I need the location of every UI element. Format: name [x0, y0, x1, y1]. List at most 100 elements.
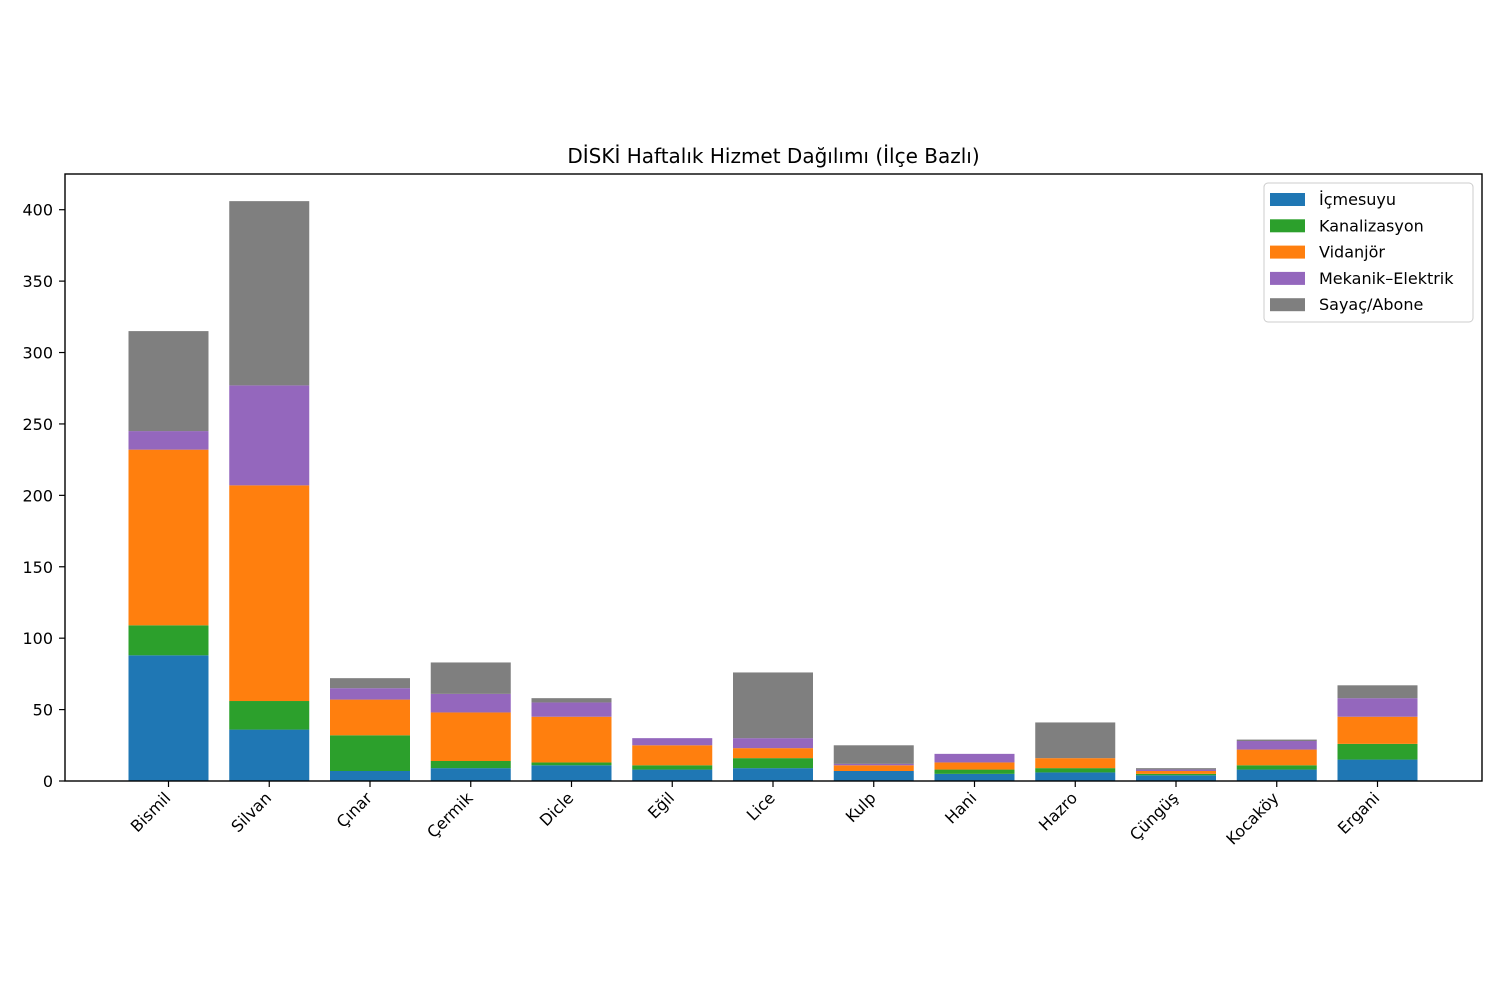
bar-3-2 [430, 712, 511, 762]
legend-label-2: Vidanjör [1319, 243, 1385, 262]
bar-0-2 [128, 449, 209, 626]
bar-12-4 [1337, 685, 1418, 699]
bar-11-2 [1236, 749, 1317, 766]
x-axis: Bismil Silvan Çınar Çermik Dicle Eğil Lice Kulp… [127, 781, 1383, 849]
bar-2-3 [330, 688, 410, 700]
y-tick-label-2: 100 [22, 629, 53, 648]
bar-2-2 [330, 699, 410, 736]
bar-8-1 [934, 769, 1015, 774]
y-tick-label-1: 50 [33, 701, 53, 720]
bar-9-4 [1035, 722, 1116, 759]
y-tick-label-3: 150 [22, 558, 53, 577]
bar-2-1 [330, 735, 410, 772]
bar-4-2 [531, 716, 612, 763]
bar-10-0 [1136, 775, 1216, 781]
bar-11-4 [1236, 739, 1317, 742]
legend-label-3: Mekanik–Elektrik [1319, 269, 1454, 288]
x-tick-label-1: Silvan [227, 788, 275, 836]
legend-label-0: İçmesuyu [1319, 190, 1396, 209]
chart-title: DİSKİ Haftalık Hizmet Dağılımı (İlçe Baz… [567, 144, 979, 168]
plot-area [64, 173, 1483, 782]
legend-swatch-1 [1270, 219, 1305, 233]
bar-0-1 [128, 625, 209, 656]
y-tick-label-0: 0 [43, 772, 53, 791]
bar-11-0 [1236, 769, 1317, 781]
bar-8-2 [934, 762, 1015, 770]
y-tick-label-4: 200 [22, 486, 53, 505]
bar-3-1 [430, 761, 511, 769]
bar-4-4 [531, 698, 612, 703]
legend-swatch-0 [1270, 193, 1305, 206]
x-tick-label-6: Lice [743, 788, 779, 824]
bar-12-2 [1337, 716, 1418, 744]
x-tick-label-2: Çınar [333, 788, 377, 832]
legend-label-4: Sayaç/Abone [1319, 295, 1423, 314]
bar-7-4 [833, 745, 914, 764]
x-tick-label-12: Ergani [1334, 788, 1383, 837]
y-axis: 0 50 100 150 200 250 300 350 400 [22, 201, 65, 791]
bar-0-0 [128, 655, 209, 781]
bar-10-1 [1136, 773, 1216, 776]
x-tick-label-3: Çermik [423, 788, 477, 842]
bar-3-4 [430, 662, 511, 694]
x-tick-label-9: Hazro [1035, 788, 1081, 834]
legend-box [1263, 182, 1474, 323]
bar-1-4 [229, 201, 310, 386]
y-tick-label-6: 300 [22, 344, 53, 363]
y-tick-label-7: 350 [22, 272, 53, 291]
bar-1-0 [229, 729, 310, 781]
y-tick-label-8: 400 [22, 201, 53, 220]
bar-10-4 [1136, 768, 1216, 770]
x-tick-label-5: Eğil [644, 788, 678, 822]
bar-1-2 [229, 485, 310, 702]
bar-12-3 [1337, 698, 1418, 717]
bar-4-1 [531, 762, 612, 766]
bar-2-4 [330, 678, 410, 689]
bar-8-3 [934, 753, 1015, 763]
legend-swatch-2 [1270, 245, 1305, 259]
bar-4-0 [531, 765, 612, 781]
bar-9-2 [1035, 758, 1116, 769]
legend-label-1: Kanalizasyon [1319, 216, 1424, 235]
x-tick-label-10: Çüngüş [1126, 788, 1182, 844]
legend: İçmesuyu Kanalizasyon Vidanjör Mekanik–Elek… [1263, 182, 1474, 323]
bar-8-0 [934, 773, 1015, 781]
bar-1-1 [229, 701, 310, 730]
bar-10-3 [1136, 769, 1216, 772]
bar-5-2 [632, 745, 713, 766]
x-tick-label-11: Kocaköy [1222, 788, 1282, 848]
bar-6-4 [733, 672, 813, 739]
bar-7-3 [833, 763, 914, 766]
bar-7-2 [833, 765, 914, 772]
legend-swatch-3 [1270, 271, 1305, 285]
x-tick-label-8: Hani [941, 788, 980, 827]
bar-0-4 [128, 331, 209, 432]
legend-swatch-4 [1270, 298, 1305, 312]
bar-7-0 [833, 771, 914, 781]
bar-1-3 [229, 385, 310, 486]
bar-6-3 [733, 738, 813, 749]
bar-12-1 [1337, 743, 1418, 760]
bar-5-0 [632, 769, 713, 781]
x-tick-label-7: Kulp [842, 788, 880, 826]
x-tick-label-4: Dicle [536, 788, 578, 830]
bar-12-0 [1337, 759, 1418, 781]
bar-9-1 [1035, 768, 1116, 773]
bar-3-0 [430, 768, 511, 781]
bar-6-2 [733, 748, 813, 759]
bar-5-3 [632, 738, 713, 746]
bar-5-1 [632, 765, 713, 770]
bar-6-0 [733, 768, 813, 781]
bar-11-3 [1236, 741, 1317, 750]
y-tick-label-5: 250 [22, 415, 53, 434]
bar-10-2 [1136, 771, 1216, 774]
bar-0-3 [128, 431, 209, 450]
bar-11-1 [1236, 765, 1317, 770]
bar-3-3 [430, 693, 511, 713]
x-tick-label-0: Bismil [127, 788, 175, 836]
bar-2-0 [330, 771, 410, 781]
bar-4-3 [531, 702, 612, 717]
bar-9-0 [1035, 772, 1116, 781]
bar-6-1 [733, 758, 813, 769]
